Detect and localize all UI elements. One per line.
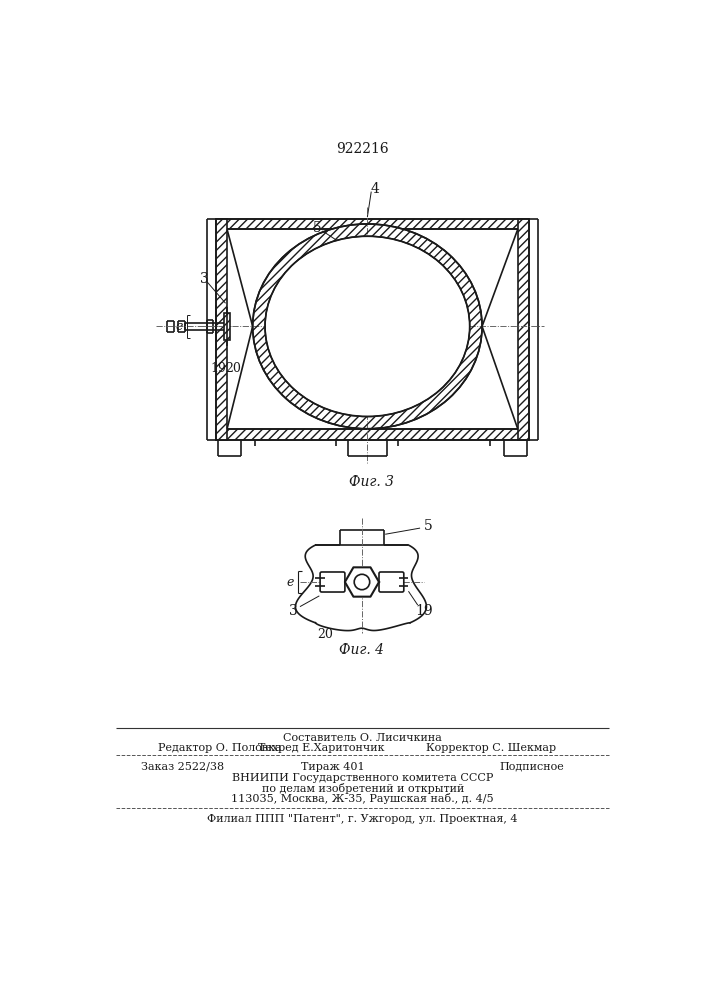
Text: Составитель О. Лисичкина: Составитель О. Лисичкина: [284, 733, 442, 743]
Bar: [224, 312, 230, 340]
Text: 5: 5: [312, 221, 322, 235]
Text: Редактор О. Половка: Редактор О. Половка: [158, 743, 282, 753]
Ellipse shape: [265, 236, 469, 416]
Text: Заказ 2522/38: Заказ 2522/38: [141, 762, 224, 772]
Text: e: e: [175, 320, 182, 333]
Text: Техред Е.Харитончик: Техред Е.Харитончик: [257, 743, 384, 753]
Bar: [216, 429, 529, 440]
Text: 20: 20: [226, 362, 241, 375]
Ellipse shape: [252, 224, 482, 429]
Text: 4: 4: [370, 182, 380, 196]
FancyBboxPatch shape: [379, 572, 404, 592]
Text: по делам изобретений и открытий: по делам изобретений и открытий: [262, 783, 464, 794]
Text: 113035, Москва, Ж-35, Раушская наб., д. 4/5: 113035, Москва, Ж-35, Раушская наб., д. …: [231, 793, 494, 804]
Text: Филиал ППП "Патент", г. Ужгород, ул. Проектная, 4: Филиал ППП "Патент", г. Ужгород, ул. Про…: [207, 814, 518, 824]
Ellipse shape: [266, 237, 469, 416]
Text: Подписное: Подписное: [499, 762, 564, 772]
Text: ВНИИПИ Государственного комитета СССР: ВНИИПИ Государственного комитета СССР: [232, 773, 493, 783]
Text: 3: 3: [289, 604, 298, 618]
Text: Фиг. 4: Фиг. 4: [339, 643, 385, 657]
Text: Корректор С. Шекмар: Корректор С. Шекмар: [426, 743, 556, 753]
Polygon shape: [345, 567, 379, 597]
Text: 19: 19: [415, 604, 433, 618]
Bar: [216, 219, 529, 229]
Text: 5: 5: [423, 519, 432, 533]
Text: Фиг. 3: Фиг. 3: [349, 475, 394, 489]
Text: e: e: [287, 576, 294, 588]
FancyBboxPatch shape: [320, 572, 345, 592]
Text: 922216: 922216: [337, 142, 389, 156]
Text: 20: 20: [317, 628, 333, 641]
Text: 19: 19: [211, 362, 226, 375]
Bar: [518, 219, 529, 440]
Text: 3: 3: [200, 272, 209, 286]
Text: Тираж 401: Тираж 401: [300, 762, 364, 772]
Bar: [216, 219, 227, 440]
